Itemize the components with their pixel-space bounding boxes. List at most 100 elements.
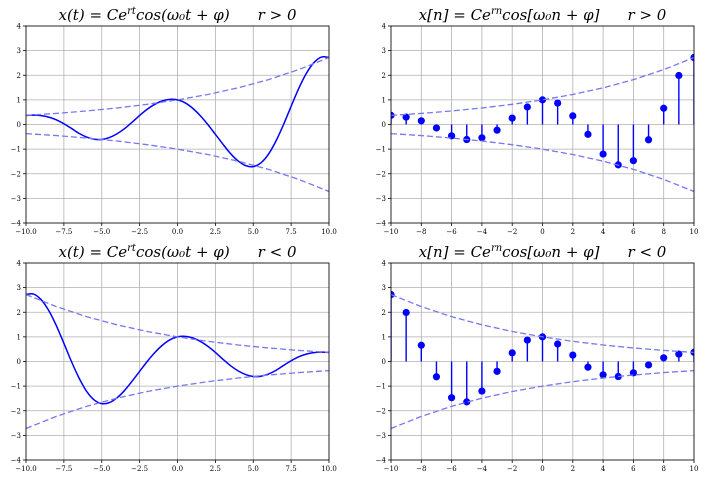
y-tick-label: −4 — [11, 220, 22, 228]
stem-marker — [432, 124, 441, 132]
stem-marker — [675, 350, 683, 358]
y-tick-label: 3 — [17, 284, 21, 292]
y-tick-label: −2 — [11, 170, 21, 178]
chart-title: x(t) = Certcos(ω₀t + φ) r > 0 — [58, 6, 296, 24]
x-tick-label: −8 — [416, 465, 426, 473]
title-exponent: rn — [491, 6, 502, 17]
x-tick-label: 0.0 — [172, 228, 183, 236]
y-tick-label: 4 — [382, 23, 387, 31]
stem-marker — [402, 308, 410, 317]
x-tick-label: 5.0 — [248, 228, 259, 236]
y-tick-label: 0 — [17, 121, 21, 129]
stem-marker — [508, 114, 516, 122]
x-tick-label: −10.0 — [15, 465, 36, 473]
x-tick-label: 8 — [661, 228, 665, 236]
x-tick-label: 7.5 — [286, 228, 297, 236]
stem-marker — [478, 134, 486, 142]
y-tick-label: −1 — [11, 383, 21, 391]
y-tick-label: −2 — [376, 170, 386, 178]
title-lhs: x(t) = Ce — [58, 6, 127, 24]
stem-marker — [417, 117, 425, 125]
stem-marker — [675, 71, 683, 80]
stem-marker — [660, 104, 668, 112]
y-tick-label: 2 — [17, 72, 21, 80]
x-tick-label: 2.5 — [210, 228, 221, 236]
chart-title: x[n] = Cerncos[ω₀n + φ] r > 0 — [419, 6, 667, 24]
x-tick-label: −6 — [446, 228, 457, 236]
stem-marker — [584, 130, 592, 138]
stem-marker — [463, 398, 471, 406]
chart-panel-3: −10.0 −7.5 −5.0 −2.5 0.0 2.5 5.0 7.5 10.0 −4 −3 −2 −… — [11, 243, 337, 473]
envelope-upper-line — [391, 293, 694, 354]
x-tick-label: 7.5 — [286, 465, 297, 473]
x-tick-label: −10.0 — [15, 228, 36, 236]
stem-marker — [599, 150, 607, 158]
y-tick-label: −3 — [376, 432, 386, 440]
y-tick-label: 1 — [17, 96, 21, 104]
title-exponent: rt — [127, 6, 137, 17]
y-tick-label: 2 — [382, 309, 386, 317]
stem-marker — [644, 136, 653, 144]
stem-marker — [554, 340, 562, 348]
x-tick-label: −7.5 — [55, 228, 72, 236]
x-tick-label: 2.5 — [210, 465, 221, 473]
envelope-upper-line — [26, 293, 329, 354]
x-tick-label: 10 — [690, 465, 699, 473]
stem-marker — [554, 99, 562, 107]
axes-frame — [25, 262, 330, 461]
plot-area — [26, 292, 329, 430]
x-tick-label: 2 — [571, 465, 575, 473]
stem-marker — [690, 53, 694, 62]
x-tick-label: −10 — [384, 228, 399, 236]
x-tick-label: 4 — [601, 228, 606, 236]
stem-marker — [584, 363, 592, 371]
y-tick-label: −3 — [11, 432, 21, 440]
title-rhs: cos(ω₀t + φ) — [136, 6, 230, 24]
x-tick-label: −2 — [507, 228, 517, 236]
x-tick-label: 5.0 — [248, 465, 259, 473]
stem-marker — [417, 341, 425, 349]
x-tick-label: 8 — [661, 465, 665, 473]
y-tick-label: −3 — [376, 195, 386, 203]
x-tick-label: −10 — [384, 465, 399, 473]
stem-marker — [629, 157, 638, 165]
stem-marker — [523, 336, 531, 344]
stem-marker — [569, 112, 577, 120]
title-condition: r < 0 — [628, 243, 667, 261]
stem-marker — [391, 290, 395, 299]
title-rhs: cos[ω₀n + φ] — [502, 6, 599, 24]
stem-marker — [448, 394, 456, 402]
x-tick-label: −5.0 — [93, 465, 110, 473]
x-tick-label: −5.0 — [93, 228, 110, 236]
stem-marker — [402, 113, 410, 121]
y-tick-label: 1 — [17, 333, 21, 341]
x-tick-label: −6 — [446, 465, 457, 473]
x-tick-label: 0 — [540, 465, 544, 473]
x-tick-label: 6 — [631, 465, 636, 473]
y-tick-label: 0 — [17, 358, 21, 366]
y-tick-label: 4 — [17, 260, 22, 268]
y-tick-label: 4 — [17, 23, 22, 31]
title-exponent: rn — [491, 243, 502, 254]
title-condition: r > 0 — [628, 6, 667, 24]
title-condition: r > 0 — [258, 6, 297, 24]
stem-marker — [432, 373, 441, 381]
y-tick-label: −2 — [11, 407, 21, 415]
plot-area — [391, 53, 694, 193]
title-exponent: rt — [127, 243, 137, 254]
y-tick-label: 2 — [17, 309, 21, 317]
signal-line — [26, 55, 329, 168]
x-tick-label: 0 — [540, 228, 544, 236]
title-lhs: x[n] = Ce — [419, 6, 491, 24]
chart-panel-1: −10.0 −7.5 −5.0 −2.5 0.0 2.5 5.0 7.5 10.0 −4 −3 −2 −… — [11, 6, 337, 236]
x-tick-label: −8 — [416, 228, 426, 236]
y-tick-label: −1 — [376, 146, 386, 154]
y-tick-label: −1 — [376, 383, 386, 391]
envelope-upper-line — [26, 56, 329, 117]
stem-marker — [508, 349, 516, 357]
x-tick-label: 10.0 — [321, 465, 337, 473]
x-tick-label: 10.0 — [321, 228, 337, 236]
x-tick-label: 6 — [631, 228, 636, 236]
x-tick-label: −7.5 — [55, 465, 72, 473]
